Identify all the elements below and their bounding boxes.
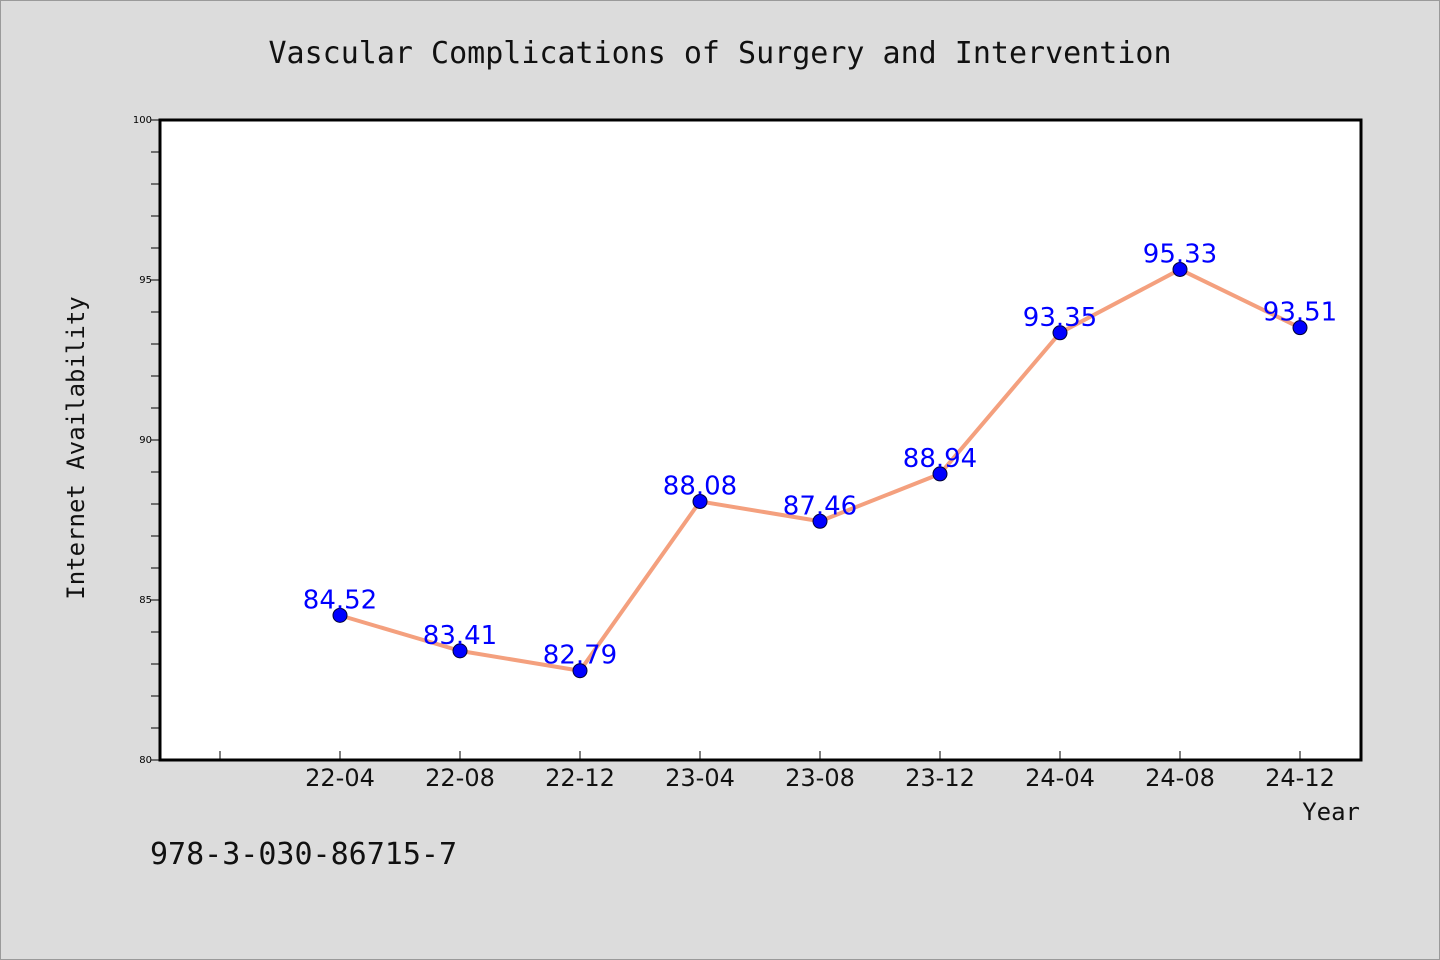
- y-axis: 80 85 90 95 100: [133, 115, 160, 766]
- data-label: 88.94: [903, 444, 977, 474]
- x-tick-label: 22-12: [545, 764, 615, 792]
- x-axis-label: Year: [1302, 798, 1360, 826]
- x-tick-label: 24-08: [1145, 764, 1215, 792]
- y-tick-label: 85: [139, 595, 152, 606]
- y-tick-label: 80: [139, 755, 152, 766]
- x-tick-label: 23-04: [665, 764, 735, 792]
- data-point: [572, 663, 588, 679]
- data-point: [1172, 261, 1188, 277]
- data-point: [692, 493, 708, 509]
- data-labels: 84.52 83.41 82.79 88.08 87.46 88.94 93.35 95.33…: [303, 239, 1337, 670]
- isbn-text: 978-3-030-86715-7: [150, 837, 457, 872]
- data-label: 88.08: [663, 471, 737, 501]
- y-tick-label: 100: [133, 115, 152, 126]
- x-tick-label: 22-08: [425, 764, 495, 792]
- data-point: [332, 607, 348, 623]
- x-tick-label: 24-12: [1265, 764, 1335, 792]
- series-markers: [332, 261, 1308, 679]
- y-tick-label: 90: [139, 435, 152, 446]
- plot-area: [158, 118, 1363, 762]
- x-tick-label: 23-12: [905, 764, 975, 792]
- data-label: 83.41: [423, 621, 497, 651]
- data-label: 95.33: [1143, 239, 1217, 269]
- data-label: 93.51: [1263, 298, 1337, 328]
- y-axis-label: Internet Availability: [62, 296, 90, 599]
- data-label: 82.79: [543, 641, 617, 671]
- data-point: [1292, 320, 1308, 336]
- data-label: 93.35: [1023, 303, 1097, 333]
- data-point: [452, 643, 468, 659]
- y-tick-label: 95: [139, 275, 152, 286]
- data-label: 87.46: [783, 491, 857, 521]
- x-tick-label: 22-04: [305, 764, 375, 792]
- data-point: [932, 466, 948, 482]
- data-label: 84.52: [303, 585, 377, 615]
- data-point: [812, 513, 828, 529]
- x-axis: 22-04 22-08 22-12 23-04 23-08 23-12 24-04 24-08…: [219, 751, 1335, 792]
- data-point: [1052, 325, 1068, 341]
- x-tick-label: 23-08: [785, 764, 855, 792]
- chart-title: Vascular Complications of Surgery and In…: [268, 36, 1171, 71]
- x-tick-label: 24-04: [1025, 764, 1095, 792]
